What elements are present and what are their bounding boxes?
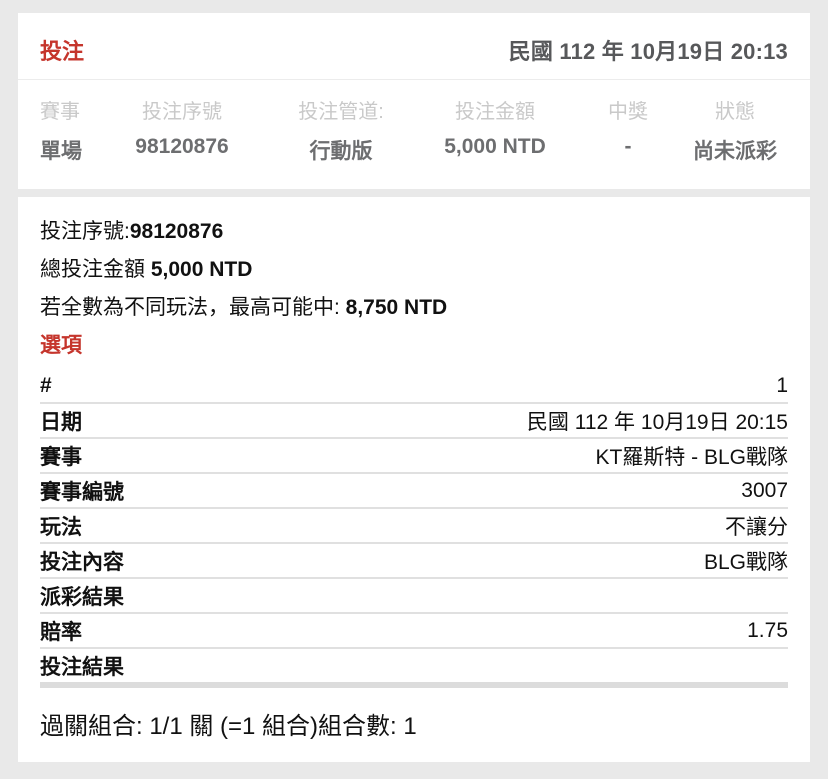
option-row-date-label: 日期 <box>40 410 82 434</box>
max-win-label: 若全數為不同玩法，最高可能中: <box>40 296 346 319</box>
option-row-number-value: 1 <box>776 373 788 397</box>
option-row-bet-content-value: BLG戰隊 <box>703 550 788 574</box>
bet-serial-line: 投注序號:98120876 <box>40 213 788 251</box>
summary-value-bet-amount: 5,000 NTD <box>444 135 546 158</box>
summary-value-status: 尚未派彩 <box>693 140 777 163</box>
option-row-payout-result: 派彩結果 <box>40 579 788 614</box>
summary-value-match-type: 單場 <box>40 140 82 163</box>
summary-header-bet-amount: 投注金額 <box>455 101 535 123</box>
bet-header: 投注 民國 112 年 10月19日 20:13 <box>18 13 810 80</box>
options-section-title: 選項 <box>40 334 82 357</box>
option-row-odds: 賠率 1.75 <box>40 614 788 649</box>
summary-header-status: 狀態 <box>715 101 755 123</box>
option-row-date: 日期 民國 112 年 10月19日 20:15 <box>40 404 788 439</box>
summary-header-match-type: 賽事 <box>40 101 80 123</box>
option-row-odds-value: 1.75 <box>747 618 788 642</box>
summary-header-bet-serial: 投注序號 <box>142 101 222 123</box>
bet-serial-value: 98120876 <box>129 220 224 243</box>
bet-detail-card: 投注序號:98120876 總投注金額 5,000 NTD 若全數為不同玩法，最… <box>18 197 810 762</box>
option-row-number: # 1 <box>40 369 788 404</box>
summary-value-bet-serial: 98120876 <box>135 135 229 158</box>
bet-summary-row[interactable]: 賽事 投注序號 投注管道: 投注金額 中獎 狀態 單場 98120876 行動版… <box>18 80 810 189</box>
max-win-line: 若全數為不同玩法，最高可能中: 8,750 NTD <box>40 289 788 327</box>
bet-datetime: 民國 112 年 10月19日 20:13 <box>508 39 788 64</box>
page-title: 投注 <box>40 39 85 64</box>
total-amount-line: 總投注金額 5,000 NTD <box>40 251 788 289</box>
option-row-match-value: KT羅斯特 - BLG戰隊 <box>595 445 788 469</box>
option-row-match-id-label: 賽事編號 <box>40 480 124 504</box>
option-row-odds-label: 賠率 <box>40 620 82 644</box>
option-row-match-id: 賽事編號 3007 <box>40 474 788 509</box>
options-table: # 1 日期 民國 112 年 10月19日 20:15 賽事 KT羅斯特 - … <box>40 369 788 688</box>
option-row-payout-result-label: 派彩結果 <box>40 585 124 609</box>
option-row-match-id-value: 3007 <box>741 478 788 502</box>
parlay-summary: 過關組合: 1/1 關 (=1 組合)組合數: 1 <box>40 713 417 740</box>
summary-value-winning: - <box>624 135 632 158</box>
summary-value-bet-channel: 行動版 <box>309 140 373 163</box>
option-row-match: 賽事 KT羅斯特 - BLG戰隊 <box>40 439 788 474</box>
summary-header-bet-channel: 投注管道: <box>298 101 384 123</box>
option-row-number-label: # <box>40 373 52 397</box>
bet-serial-label: 投注序號: <box>40 220 130 243</box>
option-row-date-value: 民國 112 年 10月19日 20:15 <box>526 410 788 434</box>
bet-summary-card: 投注 民國 112 年 10月19日 20:13 賽事 投注序號 投注管道: 投… <box>18 13 810 189</box>
option-row-bet-content-label: 投注內容 <box>40 550 124 574</box>
total-amount-label: 總投注金額 <box>40 258 151 281</box>
option-row-match-label: 賽事 <box>40 445 82 469</box>
option-row-play-type-value: 不讓分 <box>725 515 788 539</box>
option-row-bet-result-label: 投注結果 <box>40 655 124 679</box>
max-win-value: 8,750 NTD <box>345 296 448 319</box>
total-amount-value: 5,000 NTD <box>150 258 253 281</box>
option-row-bet-result: 投注結果 <box>40 649 788 688</box>
option-row-bet-content: 投注內容 BLG戰隊 <box>40 544 788 579</box>
option-row-play-type: 玩法 不讓分 <box>40 509 788 544</box>
option-row-play-type-label: 玩法 <box>40 515 82 539</box>
summary-header-winning: 中獎 <box>608 101 648 123</box>
